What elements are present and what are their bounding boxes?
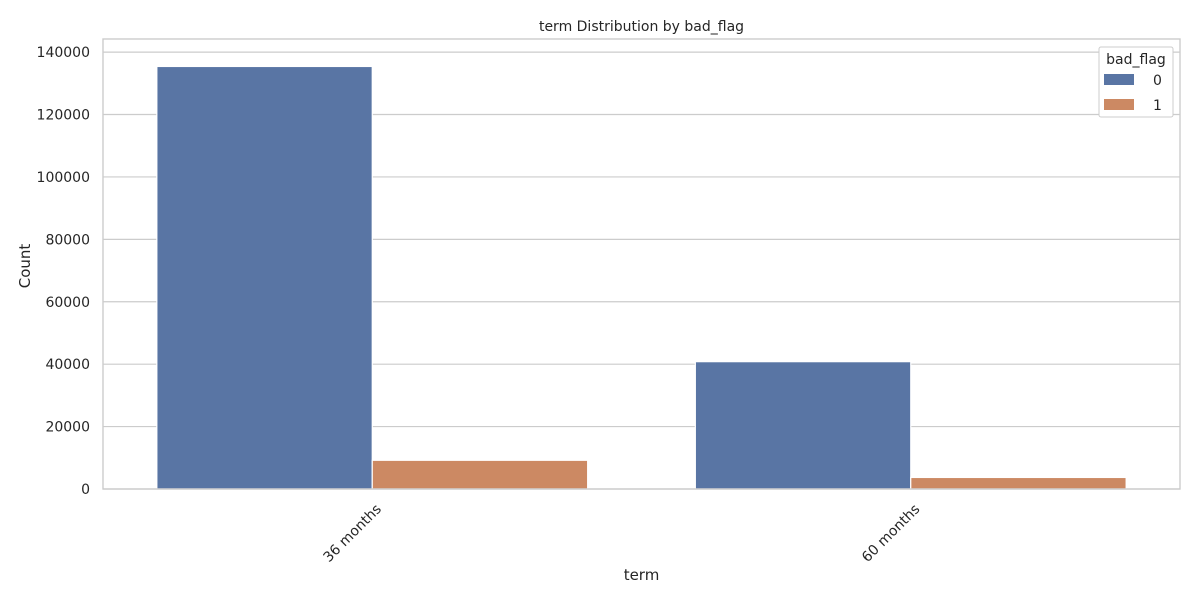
bar-36-months-series-0 (156, 65, 373, 490)
y-tick-label: 140000 (37, 45, 90, 61)
legend-title: bad_flag (1106, 52, 1166, 68)
bars (156, 65, 1127, 490)
chart-title: term Distribution by bad_flag (539, 19, 744, 35)
legend-swatch-0 (1104, 74, 1134, 85)
x-tick-label: 60 months (859, 501, 923, 565)
x-tick-label: 36 months (321, 501, 385, 565)
y-tick-label: 120000 (37, 108, 90, 124)
legend: bad_flag 0 1 (1098, 46, 1174, 118)
bar-36-months-series-1 (371, 459, 589, 490)
x-tick-labels: 36 months 60 months (321, 501, 924, 565)
y-tick-label: 60000 (45, 295, 90, 311)
legend-label-1: 1 (1153, 98, 1162, 114)
y-tick-label: 0 (81, 482, 90, 498)
y-tick-label: 100000 (37, 170, 90, 186)
plot-frame (102, 38, 1181, 490)
y-tick-label: 40000 (45, 357, 90, 373)
y-axis-label: Count (16, 244, 34, 289)
y-tick-labels: 0 20000 40000 60000 80000 100000 120000 140000 (37, 45, 90, 498)
x-axis-label: term (624, 566, 660, 584)
legend-label-0: 0 (1153, 73, 1162, 89)
bar-60-months-series-0 (694, 361, 912, 490)
bar-60-months-series-1 (910, 476, 1127, 490)
legend-swatch-1 (1104, 99, 1134, 110)
y-tick-label: 20000 (45, 420, 90, 436)
y-tick-label: 80000 (45, 232, 90, 248)
